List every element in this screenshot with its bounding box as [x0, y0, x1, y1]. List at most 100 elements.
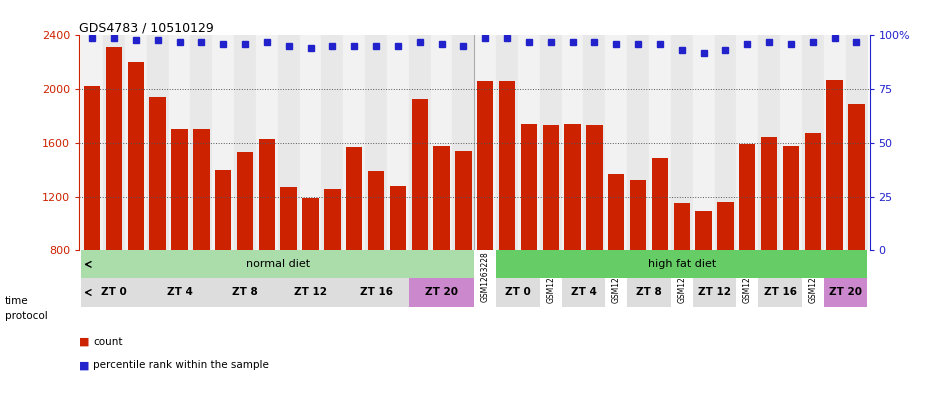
Bar	[477, 81, 494, 250]
Bar	[496, 278, 539, 307]
Bar	[761, 138, 777, 250]
Bar	[714, 35, 737, 250]
Bar	[127, 62, 144, 250]
Text: ZT 16: ZT 16	[360, 288, 392, 298]
Text: percentile rank within the sample: percentile rank within the sample	[93, 360, 269, 371]
Text: ZT 12: ZT 12	[698, 288, 731, 298]
Bar	[81, 250, 474, 278]
Bar	[562, 35, 583, 250]
Text: protocol: protocol	[5, 311, 47, 321]
Bar	[368, 171, 384, 250]
Bar	[431, 35, 453, 250]
Bar	[237, 152, 253, 250]
Text: ZT 20: ZT 20	[425, 288, 458, 298]
Text: ZT 16: ZT 16	[764, 288, 796, 298]
Bar	[824, 35, 845, 250]
Bar	[81, 278, 147, 307]
Bar	[562, 278, 605, 307]
Bar	[281, 187, 297, 250]
Text: ZT 8: ZT 8	[232, 288, 258, 298]
Bar	[780, 35, 802, 250]
Bar	[278, 278, 343, 307]
Bar	[586, 125, 603, 250]
Bar	[627, 278, 671, 307]
Bar	[848, 104, 865, 250]
Text: ZT 20: ZT 20	[829, 288, 862, 298]
Bar	[168, 35, 191, 250]
Bar	[608, 174, 624, 250]
Bar	[147, 278, 212, 307]
Bar	[409, 35, 431, 250]
Bar	[103, 35, 125, 250]
Bar	[84, 86, 100, 250]
Bar	[147, 35, 168, 250]
Bar	[539, 35, 562, 250]
Text: GDS4783 / 10510129: GDS4783 / 10510129	[79, 21, 214, 34]
Text: ■: ■	[79, 337, 89, 347]
Bar	[411, 99, 428, 250]
Bar	[804, 134, 821, 250]
Bar	[387, 35, 409, 250]
Bar	[343, 278, 409, 307]
Bar	[409, 278, 474, 307]
Bar	[322, 35, 343, 250]
Bar	[824, 278, 868, 307]
Bar	[649, 35, 671, 250]
Text: count: count	[93, 337, 123, 347]
Bar	[433, 145, 450, 250]
Bar	[673, 203, 690, 250]
Bar	[259, 139, 275, 250]
Bar	[693, 278, 737, 307]
Bar	[498, 81, 515, 250]
Bar	[542, 125, 559, 250]
Bar	[212, 278, 278, 307]
Bar	[278, 35, 299, 250]
Bar	[827, 80, 843, 250]
Text: ZT 12: ZT 12	[294, 288, 327, 298]
Bar	[802, 35, 824, 250]
Bar	[565, 124, 580, 250]
Bar	[302, 198, 319, 250]
Bar	[717, 202, 734, 250]
Bar	[390, 186, 406, 250]
Bar	[671, 35, 693, 250]
Text: normal diet: normal diet	[246, 259, 310, 269]
Bar	[496, 250, 868, 278]
Bar	[583, 35, 605, 250]
Bar	[150, 97, 166, 250]
Bar	[171, 129, 188, 250]
Bar	[496, 35, 518, 250]
Bar	[630, 180, 646, 250]
Text: ZT 0: ZT 0	[101, 288, 126, 298]
Bar	[346, 147, 363, 250]
Bar	[627, 35, 649, 250]
Text: time: time	[5, 296, 28, 306]
Bar	[453, 35, 474, 250]
Bar	[125, 35, 147, 250]
Bar	[696, 211, 711, 250]
Bar	[256, 35, 278, 250]
Bar	[518, 35, 539, 250]
Bar	[191, 35, 212, 250]
Bar	[193, 129, 209, 250]
Bar	[521, 124, 538, 250]
Bar	[739, 144, 755, 250]
Bar	[81, 35, 103, 250]
Text: ZT 0: ZT 0	[505, 288, 531, 298]
Bar	[845, 35, 868, 250]
Bar	[652, 158, 668, 250]
Bar	[455, 151, 472, 250]
Bar	[299, 35, 322, 250]
Bar	[106, 48, 122, 250]
Text: ZT 4: ZT 4	[570, 288, 596, 298]
Text: ■: ■	[79, 360, 89, 371]
Bar	[758, 35, 780, 250]
Text: ZT 4: ZT 4	[166, 288, 193, 298]
Text: high fat diet: high fat diet	[647, 259, 716, 269]
Bar	[234, 35, 256, 250]
Bar	[474, 35, 496, 250]
Bar	[737, 35, 758, 250]
Bar	[215, 170, 232, 250]
Bar	[783, 145, 799, 250]
Bar	[365, 35, 387, 250]
